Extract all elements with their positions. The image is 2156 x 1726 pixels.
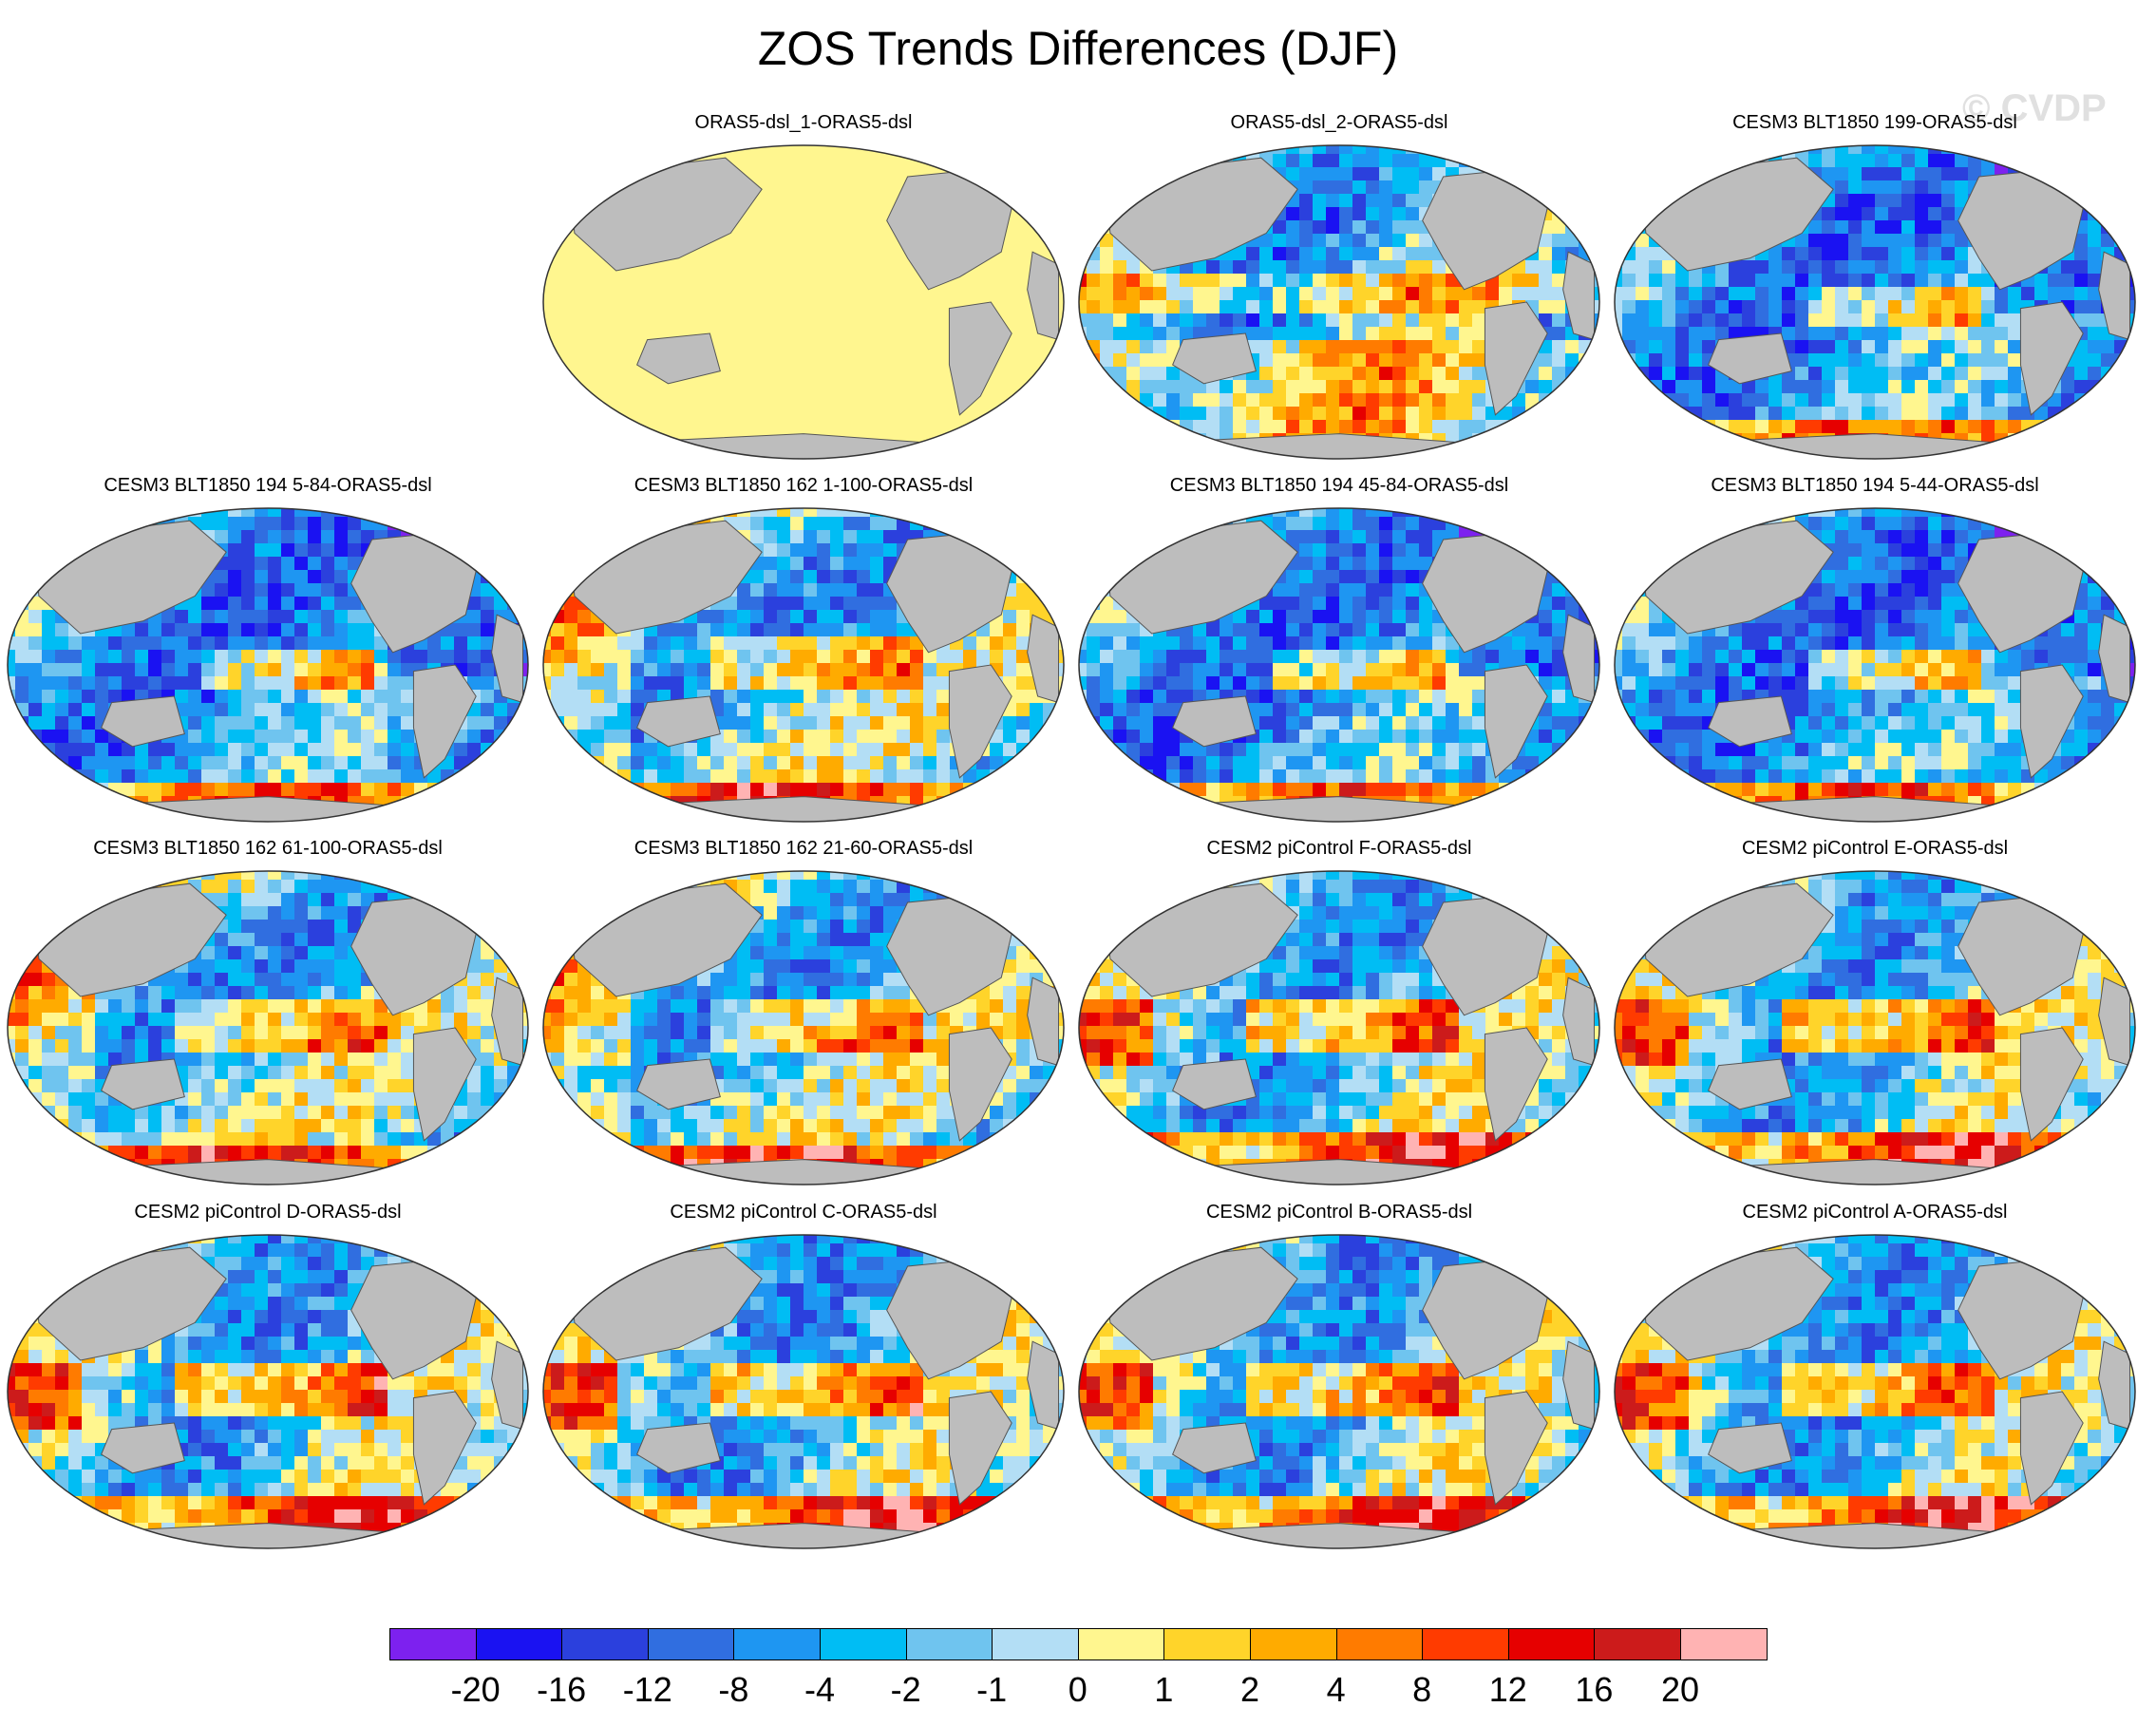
map-panel: CESM3 BLT1850 194 5-44-ORAS5-dsl xyxy=(1609,475,2141,831)
map-panel: CESM2 piControl D-ORAS5-dsl xyxy=(2,1202,534,1558)
watermark: © CVDP xyxy=(1962,87,2107,129)
world-map xyxy=(7,1234,529,1549)
world-map xyxy=(1078,144,1600,460)
colorbar-tick-label: 0 xyxy=(1068,1670,1087,1709)
panel-title: CESM2 piControl B-ORAS5-dsl xyxy=(1205,1202,1473,1223)
panel-title: CESM3 BLT1850 194 45-84-ORAS5-dsl xyxy=(1169,475,1509,496)
colorbar-swatch xyxy=(992,1628,1079,1660)
world-map xyxy=(1614,1234,2136,1549)
map-panel: CESM3 BLT1850 162 21-60-ORAS5-dsl xyxy=(538,838,1069,1194)
colorbar-swatch xyxy=(1335,1628,1424,1660)
panel-title: CESM3 BLT1850 162 21-60-ORAS5-dsl xyxy=(634,838,974,859)
colorbar-tick-label: 12 xyxy=(1488,1670,1527,1709)
colorbar-tick-label: 8 xyxy=(1412,1670,1432,1709)
colorbar-tick-label: -4 xyxy=(804,1670,835,1709)
colorbar-tick-label: 20 xyxy=(1660,1670,1700,1709)
map-panel: CESM3 BLT1850 162 61-100-ORAS5-dsl xyxy=(2,838,534,1194)
colorbar-tick-label: 1 xyxy=(1154,1670,1174,1709)
colorbar-tick-label: -20 xyxy=(450,1670,501,1709)
colorbar-tick-label: -2 xyxy=(890,1670,921,1709)
map-panel: CESM3 BLT1850 194 5-84-ORAS5-dsl xyxy=(2,475,534,831)
world-map xyxy=(1614,870,2136,1185)
colorbar-tick-label: -16 xyxy=(537,1670,587,1709)
map-panel: CESM3 BLT1850 162 1-100-ORAS5-dsl xyxy=(538,475,1069,831)
world-map xyxy=(542,870,1065,1185)
colorbar-swatch xyxy=(475,1628,563,1660)
map-panel: CESM2 piControl B-ORAS5-dsl xyxy=(1073,1202,1605,1558)
colorbar-swatch xyxy=(1077,1628,1165,1660)
map-panel: ORAS5-dsl_1-ORAS5-dsl xyxy=(538,112,1069,468)
colorbar-swatch xyxy=(389,1628,477,1660)
world-map xyxy=(542,1234,1065,1549)
panel-title: CESM2 piControl F-ORAS5-dsl xyxy=(1206,838,1472,859)
panel-title: CESM3 BLT1850 194 5-84-ORAS5-dsl xyxy=(104,475,432,496)
panel-title: ORAS5-dsl_1-ORAS5-dsl xyxy=(694,112,913,133)
world-map xyxy=(542,144,1065,460)
colorbar-swatch xyxy=(561,1628,649,1660)
map-panel: CESM2 piControl E-ORAS5-dsl xyxy=(1609,838,2141,1194)
map-panel: CESM2 piControl C-ORAS5-dsl xyxy=(538,1202,1069,1558)
world-map xyxy=(7,870,529,1185)
figure-title: ZOS Trends Differences (DJF) xyxy=(757,22,1399,75)
world-map xyxy=(1078,1234,1600,1549)
map-panel: CESM3 BLT1850 199-ORAS5-dsl xyxy=(1609,112,2141,468)
panel-title: ORAS5-dsl_2-ORAS5-dsl xyxy=(1230,112,1448,133)
panel-title: CESM2 piControl D-ORAS5-dsl xyxy=(134,1202,402,1223)
panel-title: CESM3 BLT1850 199-ORAS5-dsl xyxy=(1732,112,2017,133)
colorbar-swatch xyxy=(1163,1628,1251,1660)
colorbar-tick-label: 2 xyxy=(1239,1670,1260,1709)
map-panel: CESM2 piControl F-ORAS5-dsl xyxy=(1073,838,1605,1194)
panel-title: CESM3 BLT1850 194 5-44-ORAS5-dsl xyxy=(1711,475,2039,496)
colorbar-tick-label: -12 xyxy=(622,1670,672,1709)
colorbar-swatch xyxy=(1507,1628,1596,1660)
world-map xyxy=(1078,507,1600,823)
map-panel: CESM2 piControl A-ORAS5-dsl xyxy=(1609,1202,2141,1558)
map-panel: ORAS5-dsl_2-ORAS5-dsl xyxy=(1073,112,1605,468)
colorbar-tick-label: -8 xyxy=(718,1670,749,1709)
panel-title: CESM2 piControl C-ORAS5-dsl xyxy=(670,1202,937,1223)
map-panel: CESM3 BLT1850 194 45-84-ORAS5-dsl xyxy=(1073,475,1605,831)
colorbar-swatch xyxy=(1422,1628,1509,1660)
colorbar-swatch xyxy=(1680,1628,1768,1660)
colorbar-swatch xyxy=(820,1628,907,1660)
colorbar-tick-label: 16 xyxy=(1575,1670,1614,1709)
colorbar-tick-label: -1 xyxy=(976,1670,1008,1709)
colorbar-swatch xyxy=(1594,1628,1681,1660)
colorbar-swatch xyxy=(1250,1628,1337,1660)
panel-title: CESM3 BLT1850 162 61-100-ORAS5-dsl xyxy=(93,838,443,859)
panel-title: CESM3 BLT1850 162 1-100-ORAS5-dsl xyxy=(634,475,974,496)
world-map xyxy=(7,507,529,823)
world-map xyxy=(1614,507,2136,823)
world-map xyxy=(1614,144,2136,460)
colorbar-tick-label: 4 xyxy=(1326,1670,1346,1709)
panel-title: CESM2 piControl E-ORAS5-dsl xyxy=(1741,838,2009,859)
colorbar-swatch xyxy=(647,1628,735,1660)
world-map xyxy=(1078,870,1600,1185)
world-map xyxy=(542,507,1065,823)
panel-title: CESM2 piControl A-ORAS5-dsl xyxy=(1742,1202,2008,1223)
colorbar-swatch xyxy=(905,1628,993,1660)
colorbar-swatch xyxy=(733,1628,821,1660)
